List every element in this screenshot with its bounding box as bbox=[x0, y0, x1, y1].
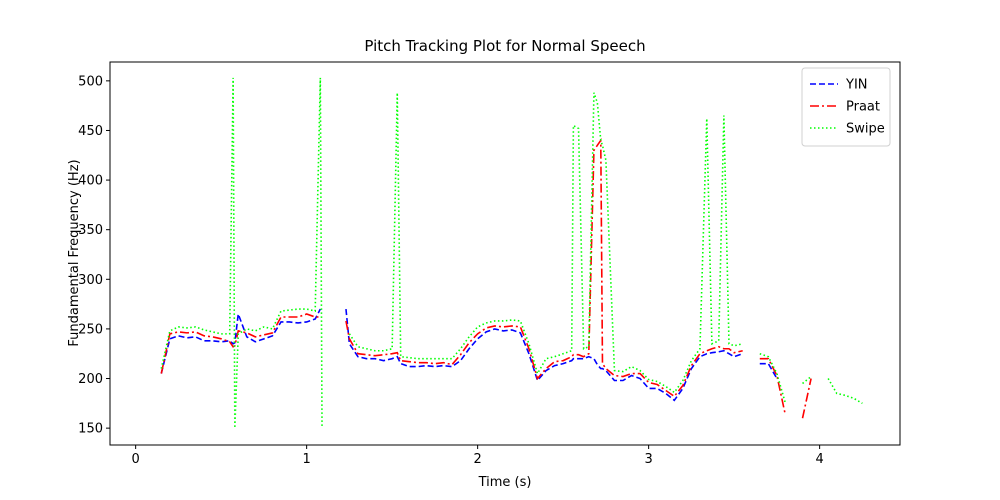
x-tick-label: 2 bbox=[474, 452, 482, 467]
x-tick-label: 0 bbox=[132, 452, 140, 467]
y-axis-label: Fundamental Frequency (Hz) bbox=[67, 159, 82, 346]
plot-frame bbox=[109, 61, 901, 446]
x-tick-label: 3 bbox=[644, 452, 652, 467]
y-tick-label: 350 bbox=[78, 223, 103, 238]
y-tick-label: 400 bbox=[78, 174, 103, 189]
y-tick-label: 500 bbox=[78, 74, 103, 89]
legend-label: YIN bbox=[845, 78, 868, 93]
y-tick-label: 450 bbox=[78, 124, 103, 139]
y-tick-label: 150 bbox=[78, 422, 103, 437]
series-line bbox=[160, 308, 778, 402]
legend-label: Praat bbox=[846, 100, 880, 115]
legend-label: Swipe bbox=[846, 122, 885, 137]
x-tick-label: 4 bbox=[815, 452, 823, 467]
x-axis-label: Time (s) bbox=[478, 475, 532, 490]
legend-box bbox=[801, 67, 891, 147]
x-tick-label: 1 bbox=[303, 452, 311, 467]
y-tick-label: 300 bbox=[78, 273, 103, 288]
series-line bbox=[160, 77, 863, 429]
y-tick-label: 250 bbox=[78, 322, 103, 337]
series-line bbox=[160, 137, 812, 419]
y-tick-label: 200 bbox=[78, 372, 103, 387]
chart-title: Pitch Tracking Plot for Normal Speech bbox=[364, 37, 645, 55]
